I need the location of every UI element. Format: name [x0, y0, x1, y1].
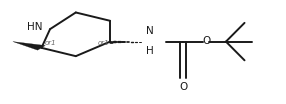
Text: or1: or1: [97, 40, 109, 46]
Polygon shape: [13, 42, 45, 50]
Text: O: O: [179, 82, 187, 92]
Text: H: H: [146, 46, 154, 56]
Text: N: N: [146, 26, 154, 36]
Text: O: O: [202, 36, 210, 46]
Text: HN: HN: [27, 22, 42, 32]
Text: or1: or1: [44, 40, 56, 46]
